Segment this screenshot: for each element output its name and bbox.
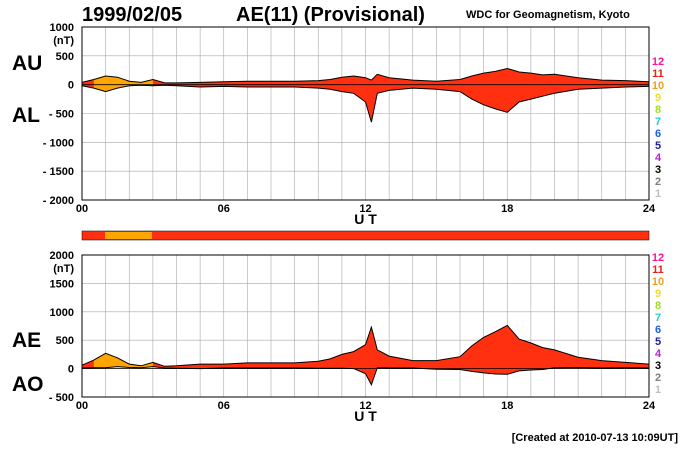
au-al-plot-frame — [81, 26, 650, 201]
ae-ao-y-tick-label: 0 — [68, 364, 74, 376]
au-al-y-tick-label: - 2000 — [43, 195, 74, 207]
au-label: AU — [12, 52, 43, 75]
station-count-label: 3 — [654, 360, 662, 372]
ae-ao-y-tick-label: 2000 — [50, 250, 74, 262]
station-count-label: 5 — [654, 336, 662, 348]
station-count-label: 9 — [654, 92, 662, 104]
station-count-label: 9 — [654, 288, 662, 300]
au-al-x-tick-label: 24 — [643, 203, 656, 215]
station-count-label: 4 — [654, 152, 662, 164]
ae-ao-series-ae — [81, 324, 650, 367]
station-count-label: 7 — [654, 116, 662, 128]
au-al-y-tick-label: - 500 — [49, 109, 74, 121]
ae-ao-y-unit-label: (nT) — [53, 263, 74, 275]
ao-label: AO — [12, 373, 44, 396]
au-al-series-al — [81, 84, 650, 123]
station-count-label: 5 — [654, 140, 662, 152]
au-al-x-tick-label: 00 — [76, 203, 88, 215]
station-count-bar — [81, 230, 650, 241]
station-count-label: 7 — [654, 312, 662, 324]
station-count-label: 12 — [651, 56, 665, 68]
station-count-label: 8 — [654, 104, 662, 116]
station-count-label: 11 — [652, 264, 664, 276]
au-al-x-tick-label: 12 — [359, 203, 371, 215]
station-count-label: 3 — [654, 164, 662, 176]
ae-ao-x-tick-label: 00 — [76, 400, 88, 412]
station-count-label: 10 — [651, 276, 665, 288]
au-al-y-tick-label: 1000 — [50, 22, 74, 34]
station-count-label: 2 — [654, 372, 662, 384]
plot-date: 1999/02/05 — [82, 4, 183, 26]
ae-ao-envelope-fill — [82, 325, 649, 385]
data-source: WDC for Geomagnetism, Kyoto — [466, 9, 630, 21]
au-al-x-tick-label: 18 — [501, 203, 513, 215]
ae-ao-x-tick-label: 24 — [643, 400, 656, 412]
station-count-label: 6 — [654, 324, 662, 336]
created-timestamp: [Created at 2010-07-13 10:09UT] — [511, 432, 678, 444]
al-label: AL — [12, 104, 40, 127]
station-count-label: 4 — [654, 348, 662, 360]
station-count-label: 1 — [654, 384, 662, 396]
ae-ao-y-tick-label: 500 — [56, 335, 74, 347]
station-count-label: 10 — [651, 80, 665, 92]
station-count-label: 1 — [654, 188, 662, 200]
au-al-series-au — [81, 67, 650, 84]
ae-ao-x-tick-label: 12 — [359, 400, 371, 412]
ae-ao-series-ao — [81, 366, 650, 387]
au-al-y-tick-label: 500 — [56, 51, 74, 63]
ae-ao-x-tick-label: 06 — [218, 400, 230, 412]
station-count-label: 6 — [654, 128, 662, 140]
ae-ao-y-tick-label: - 500 — [49, 392, 74, 404]
au-al-x-tick-label: 06 — [218, 203, 230, 215]
ae-ao-x-axis-label: U T — [354, 408, 377, 424]
au-al-y-tick-label: 0 — [68, 80, 74, 92]
station-count-bar-segment — [105, 232, 152, 239]
au-al-y-tick-label: - 1500 — [43, 166, 74, 178]
station-count-label: 11 — [652, 68, 664, 80]
ae-label: AE — [12, 329, 42, 352]
plot-title: AE(11) (Provisional) — [236, 4, 425, 26]
station-count-label: 12 — [651, 252, 665, 264]
au-al-y-unit-label: (nT) — [53, 35, 74, 47]
ae-ao-envelope-fill-alt — [93, 353, 153, 368]
station-count-label: 8 — [654, 300, 662, 312]
ae-ao-plot-frame — [81, 254, 650, 398]
ae-ao-y-tick-label: 1500 — [50, 278, 74, 290]
ae-ao-x-tick-label: 18 — [501, 400, 513, 412]
station-count-label: 2 — [654, 176, 662, 188]
au-al-envelope-fill-alt — [93, 76, 153, 92]
au-al-y-tick-label: - 1000 — [43, 137, 74, 149]
ae-ao-y-tick-label: 1000 — [50, 307, 74, 319]
au-al-x-axis-label: U T — [354, 211, 377, 227]
